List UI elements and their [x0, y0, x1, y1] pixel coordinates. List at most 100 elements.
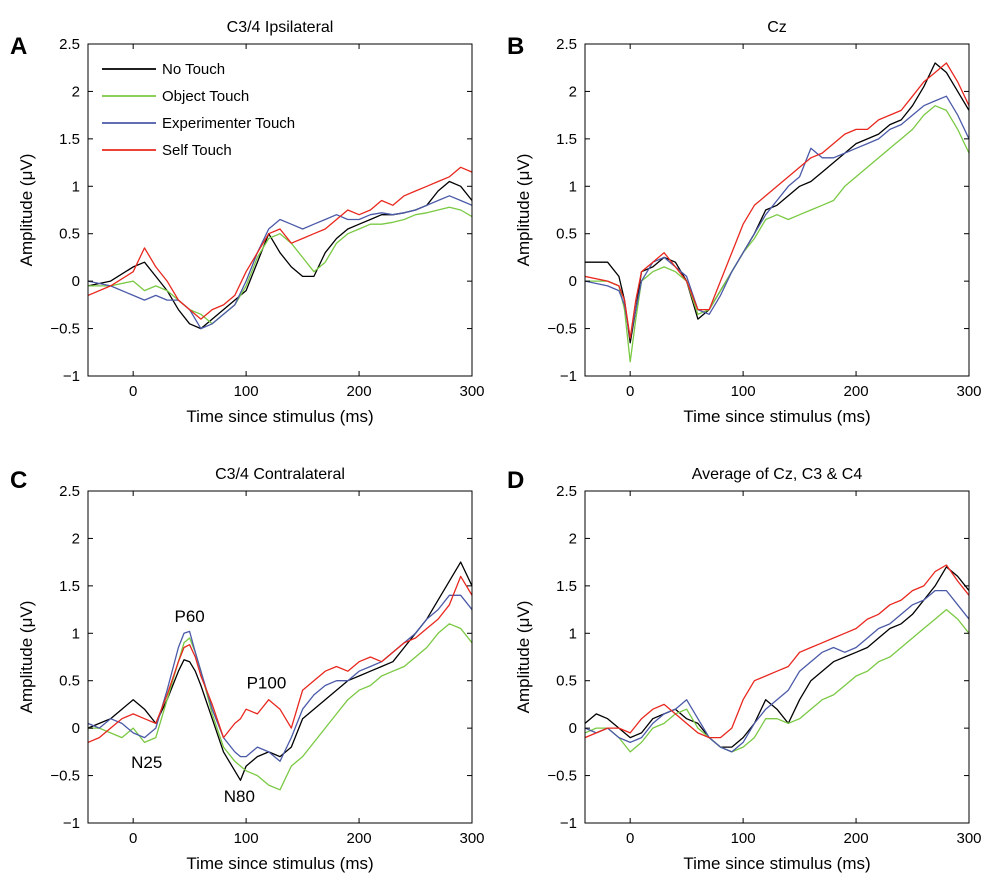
x-tick-label: 300 [459, 383, 484, 400]
y-tick-label: −1 [63, 815, 80, 832]
panel-a: A C3/4 Ipsilateral 0 100 200 300 −1 −0.5 0 0.5 1 1.… [10, 19, 485, 426]
y-tick-label: 1 [72, 625, 80, 642]
series-line-experimenter-touch [585, 589, 969, 753]
series-line-self-touch [88, 575, 472, 743]
x-tick-label: 0 [129, 830, 137, 847]
x-axis-label: Time since stimulus (ms) [186, 854, 373, 873]
series-lines [585, 62, 969, 363]
panel-title: Cz [767, 19, 787, 36]
series-line-self-touch [88, 166, 472, 320]
y-tick-label: 2 [569, 83, 577, 100]
y-tick-label: −0.5 [547, 321, 577, 338]
series-line-no-touch [585, 566, 969, 748]
legend-entry: No Touch [162, 61, 225, 78]
y-tick-label: 0 [569, 720, 577, 737]
y-tick-label: −0.5 [50, 321, 80, 338]
series-line-object-touch [88, 623, 472, 791]
y-tick-label: 0.5 [556, 226, 577, 243]
series-lines [585, 564, 969, 753]
x-tick-label: 200 [844, 830, 869, 847]
y-tick-label: −1 [560, 368, 577, 385]
y-tick-label: 2 [569, 530, 577, 547]
x-tick-label: 200 [844, 383, 869, 400]
annotation-n80: N80 [224, 787, 255, 806]
x-tick-label: 200 [347, 383, 372, 400]
y-tick-label: 0 [72, 273, 80, 290]
y-tick-label: 0 [72, 720, 80, 737]
legend-entry: Object Touch [162, 88, 249, 105]
x-tick-label: 0 [626, 383, 634, 400]
series-line-experimenter-touch [88, 195, 472, 330]
legend-entry: Self Touch [162, 142, 232, 159]
panel-letter: D [507, 467, 524, 494]
y-tick-label: −0.5 [547, 768, 577, 785]
panel-title: Average of Cz, C3 & C4 [692, 466, 863, 483]
y-tick-label: −0.5 [50, 768, 80, 785]
series-line-self-touch [585, 564, 969, 739]
plot-frame [87, 43, 473, 377]
panel-c: C C3/4 Contralateral 0 100 200 300 −1 −0.5 0 0.5 1… [10, 466, 485, 873]
panel-title: C3/4 Ipsilateral [227, 19, 334, 36]
x-tick-label: 0 [129, 383, 137, 400]
y-tick-label: 1.5 [556, 578, 577, 595]
x-tick-label: 300 [956, 830, 981, 847]
x-axis-label: Time since stimulus (ms) [683, 854, 870, 873]
y-axis-label: Amplitude (μV) [514, 601, 533, 714]
y-tick-label: 2 [72, 530, 80, 547]
y-tick-label: 1.5 [59, 578, 80, 595]
y-tick-label: 1.5 [556, 131, 577, 148]
y-tick-label: 2.5 [556, 36, 577, 53]
panel-letter: A [10, 33, 27, 60]
y-tick-label: 2 [72, 83, 80, 100]
series-line-self-touch [585, 62, 969, 339]
y-tick-label: 0.5 [556, 673, 577, 690]
x-tick-label: 300 [459, 830, 484, 847]
series-line-object-touch [88, 206, 472, 325]
y-axis-label: Amplitude (μV) [17, 601, 36, 714]
y-axis-label: Amplitude (μV) [514, 154, 533, 267]
series-line-no-touch [88, 180, 472, 330]
annotation-p60: P60 [175, 607, 205, 626]
x-axis-label: Time since stimulus (ms) [683, 407, 870, 426]
series-lines [88, 166, 472, 330]
series-line-no-touch [88, 561, 472, 781]
x-tick-label: 0 [626, 830, 634, 847]
y-tick-label: 0.5 [59, 226, 80, 243]
x-tick-label: 100 [731, 830, 756, 847]
legend: No Touch Object Touch Experimenter Touch Se… [102, 61, 295, 159]
y-tick-label: 1 [569, 178, 577, 195]
series-line-experimenter-touch [585, 95, 969, 339]
plot-frame [584, 490, 970, 824]
panel-d: D Average of Cz, C3 & C4 0 100 200 300 −1 −0.5 0… [507, 466, 982, 873]
series-line-object-touch [585, 105, 969, 363]
y-tick-label: 0.5 [59, 673, 80, 690]
annotation-n25: N25 [131, 753, 162, 772]
series-line-object-touch [585, 608, 969, 753]
panel-title: C3/4 Contralateral [215, 466, 345, 483]
y-tick-label: 1.5 [59, 131, 80, 148]
y-tick-label: 2.5 [556, 483, 577, 500]
y-tick-label: 0 [569, 273, 577, 290]
annotation-p100: P100 [247, 673, 287, 692]
y-axis-label: Amplitude (μV) [17, 154, 36, 267]
y-tick-label: 1 [569, 625, 577, 642]
x-tick-label: 100 [731, 383, 756, 400]
legend-entry: Experimenter Touch [162, 115, 295, 132]
y-tick-label: −1 [560, 815, 577, 832]
y-tick-label: 1 [72, 178, 80, 195]
panel-letter: B [507, 33, 524, 60]
series-lines [88, 561, 472, 791]
plot-frame [584, 43, 970, 377]
x-tick-label: 300 [956, 383, 981, 400]
y-tick-label: 2.5 [59, 483, 80, 500]
x-tick-label: 100 [234, 830, 259, 847]
panel-b: B Cz 0 100 200 300 −1 −0.5 0 0.5 1 1.5 2 2.5 Time sinc… [507, 19, 982, 426]
plot-frame [87, 490, 473, 824]
panel-letter: C [10, 467, 27, 494]
y-tick-label: 2.5 [59, 36, 80, 53]
x-tick-label: 100 [234, 383, 259, 400]
x-tick-label: 200 [347, 830, 372, 847]
series-line-no-touch [585, 62, 969, 344]
y-tick-label: −1 [63, 368, 80, 385]
